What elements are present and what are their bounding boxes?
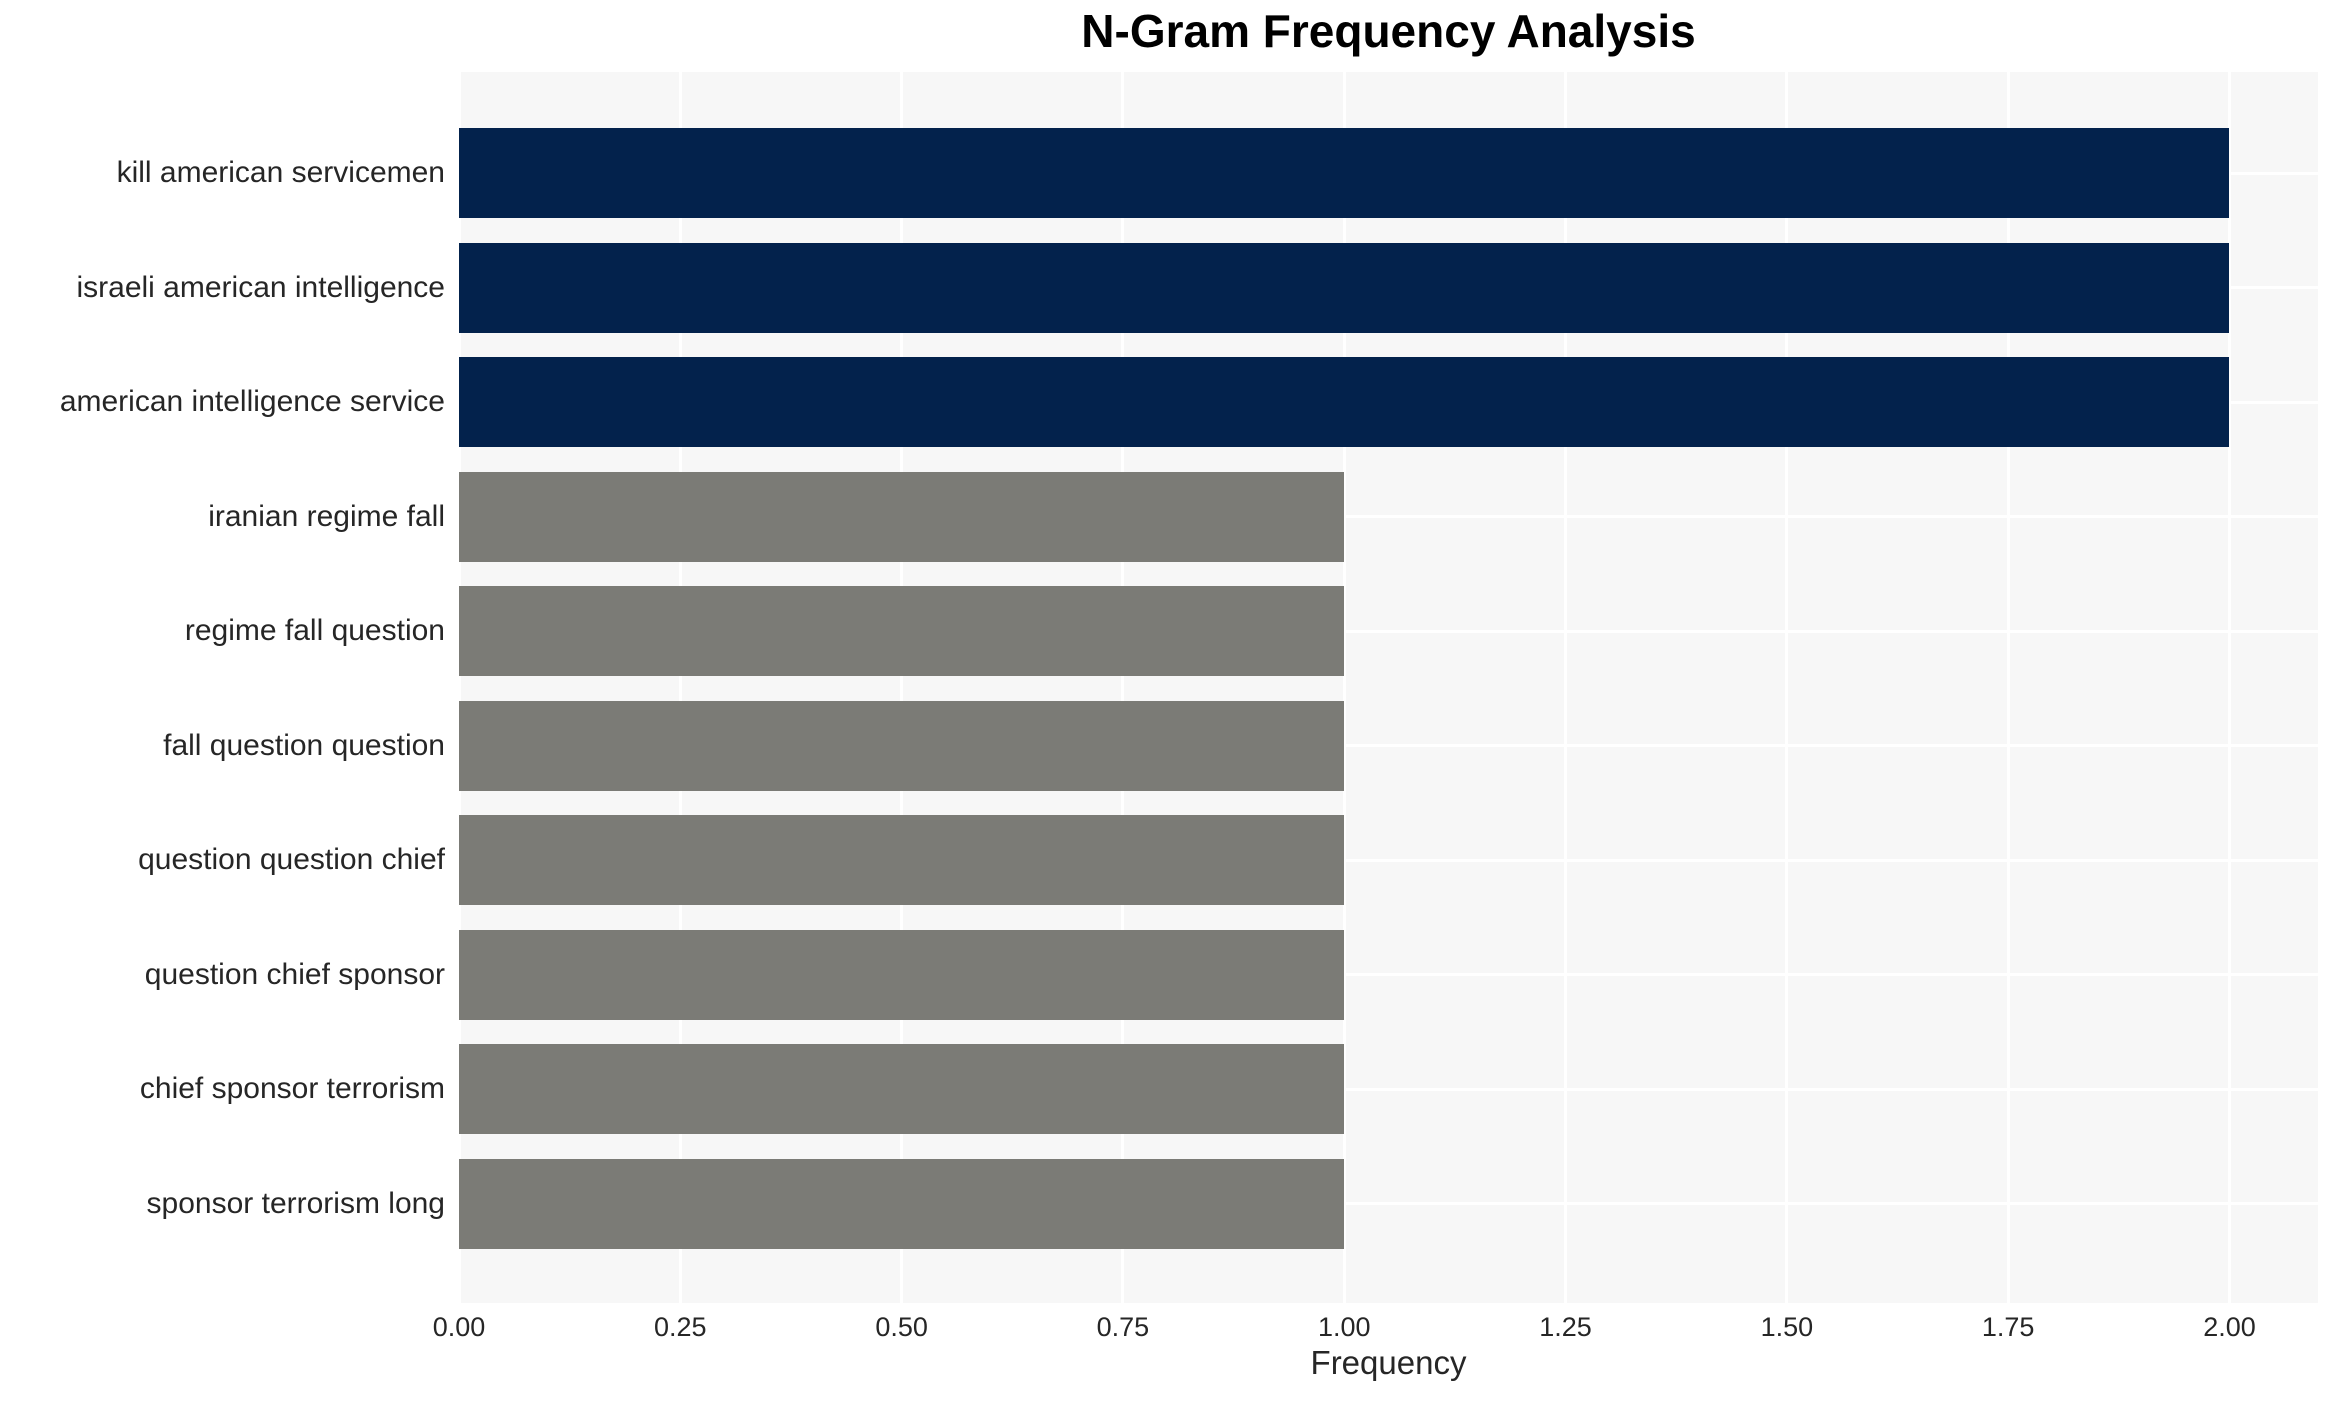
x-tick-label: 0.25 bbox=[654, 1312, 707, 1342]
y-gridline bbox=[459, 1087, 2318, 1091]
bar-kill-american-servicemen bbox=[459, 128, 2230, 218]
bar-regime-fall-question bbox=[459, 586, 1345, 676]
y-tick-label: iranian regime fall bbox=[208, 499, 445, 533]
y-gridline bbox=[459, 858, 2318, 862]
x-tick-label: 1.75 bbox=[1981, 1312, 2035, 1342]
bar-question-chief-sponsor bbox=[459, 929, 1345, 1020]
y-tick-label: fall question question bbox=[163, 728, 445, 762]
x-gridline bbox=[1342, 72, 1346, 1303]
y-gridline bbox=[459, 1202, 2318, 1205]
chart-title: N-Gram Frequency Analysis bbox=[1081, 5, 1696, 57]
y-gridline bbox=[459, 629, 2318, 633]
y-gridline bbox=[459, 515, 2318, 518]
x-gridline bbox=[678, 72, 682, 1303]
y-tick-label: question chief sponsor bbox=[144, 957, 445, 991]
x-axis-title: Frequency bbox=[1310, 1344, 1467, 1381]
x-tick-label: 1.50 bbox=[1760, 1312, 1814, 1342]
y-tick-label: chief sponsor terrorism bbox=[139, 1072, 445, 1105]
x-tick-label: 0.00 bbox=[432, 1312, 486, 1342]
x-tick-label: 1.25 bbox=[1539, 1312, 1592, 1342]
x-gridline bbox=[1785, 72, 1789, 1303]
x-gridline bbox=[457, 72, 461, 1303]
x-gridline bbox=[900, 72, 904, 1303]
y-tick-label: israeli american intelligence bbox=[76, 270, 445, 304]
bar-fall-question-question bbox=[459, 700, 1345, 791]
plot-area bbox=[457, 72, 2318, 1303]
bar-sponsor-terrorism-long bbox=[459, 1158, 1345, 1249]
x-gridline bbox=[2006, 72, 2010, 1303]
y-tick-label: question question chief bbox=[138, 843, 445, 876]
bar-iranian-regime-fall bbox=[459, 471, 1345, 562]
x-tick-label: 0.50 bbox=[875, 1312, 928, 1342]
x-gridline bbox=[1121, 72, 1125, 1303]
y-tick-label: kill american servicemen bbox=[116, 156, 445, 189]
bar-question-question-chief bbox=[459, 815, 1345, 905]
y-gridline bbox=[459, 744, 2318, 747]
y-gridline bbox=[459, 973, 2318, 976]
x-gridline bbox=[1564, 72, 1568, 1303]
y-tick-label: american intelligence service bbox=[59, 385, 445, 418]
x-tick-label: 2.00 bbox=[2203, 1312, 2256, 1342]
x-gridline bbox=[2227, 72, 2231, 1303]
bar-israeli-american-intelligence bbox=[459, 242, 2230, 333]
x-tick-label: 1.00 bbox=[1317, 1312, 1371, 1342]
y-tick-label: regime fall question bbox=[184, 614, 445, 647]
bar-chief-sponsor-terrorism bbox=[459, 1044, 1345, 1134]
y-tick-label: sponsor terrorism long bbox=[146, 1186, 445, 1220]
x-tick-label: 0.75 bbox=[1096, 1312, 1150, 1342]
bar-american-intelligence-service bbox=[459, 357, 2230, 447]
